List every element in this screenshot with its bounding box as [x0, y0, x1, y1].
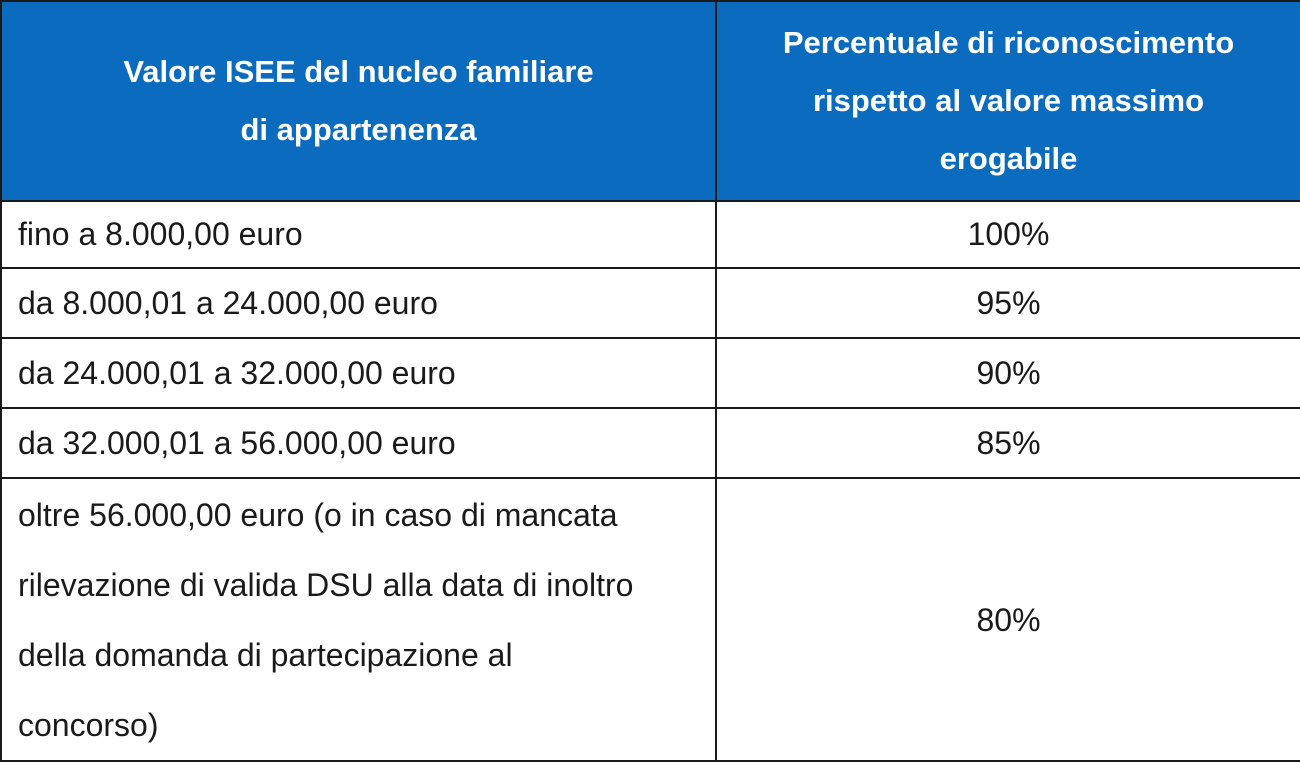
percentage-cell: 80%	[715, 477, 1300, 762]
table-row: da 24.000,01 a 32.000,00 euro 90%	[0, 337, 1300, 409]
percentage-cell: 90%	[715, 337, 1300, 409]
table-row: da 32.000,01 a 56.000,00 euro 85%	[0, 407, 1300, 479]
table-body: fino a 8.000,00 euro 100% da 8.000,01 a 24…	[0, 200, 1300, 762]
header-cell: Valore ISEE del nucleo familiare di appa…	[0, 0, 717, 202]
isee-range-cell: fino a 8.000,00 euro	[0, 200, 717, 269]
isee-range-cell: da 8.000,01 a 24.000,00 euro	[0, 267, 717, 339]
isee-range-cell: da 24.000,01 a 32.000,00 euro	[0, 337, 717, 409]
percentage-cell: 95%	[715, 267, 1300, 339]
percentage-cell: 85%	[715, 407, 1300, 479]
percentage-cell: 100%	[715, 200, 1300, 269]
table-row: oltre 56.000,00 euro (o in caso di manca…	[0, 477, 1300, 762]
isee-range-cell: oltre 56.000,00 euro (o in caso di manca…	[0, 477, 717, 762]
table-row: fino a 8.000,00 euro 100%	[0, 200, 1300, 269]
table-row: da 8.000,01 a 24.000,00 euro 95%	[0, 267, 1300, 339]
header-row: Valore ISEE del nucleo familiare di appa…	[0, 0, 1300, 202]
header-cell: Percentuale di riconoscimento rispetto a…	[715, 0, 1300, 202]
isee-range-cell: da 32.000,01 a 56.000,00 euro	[0, 407, 717, 479]
